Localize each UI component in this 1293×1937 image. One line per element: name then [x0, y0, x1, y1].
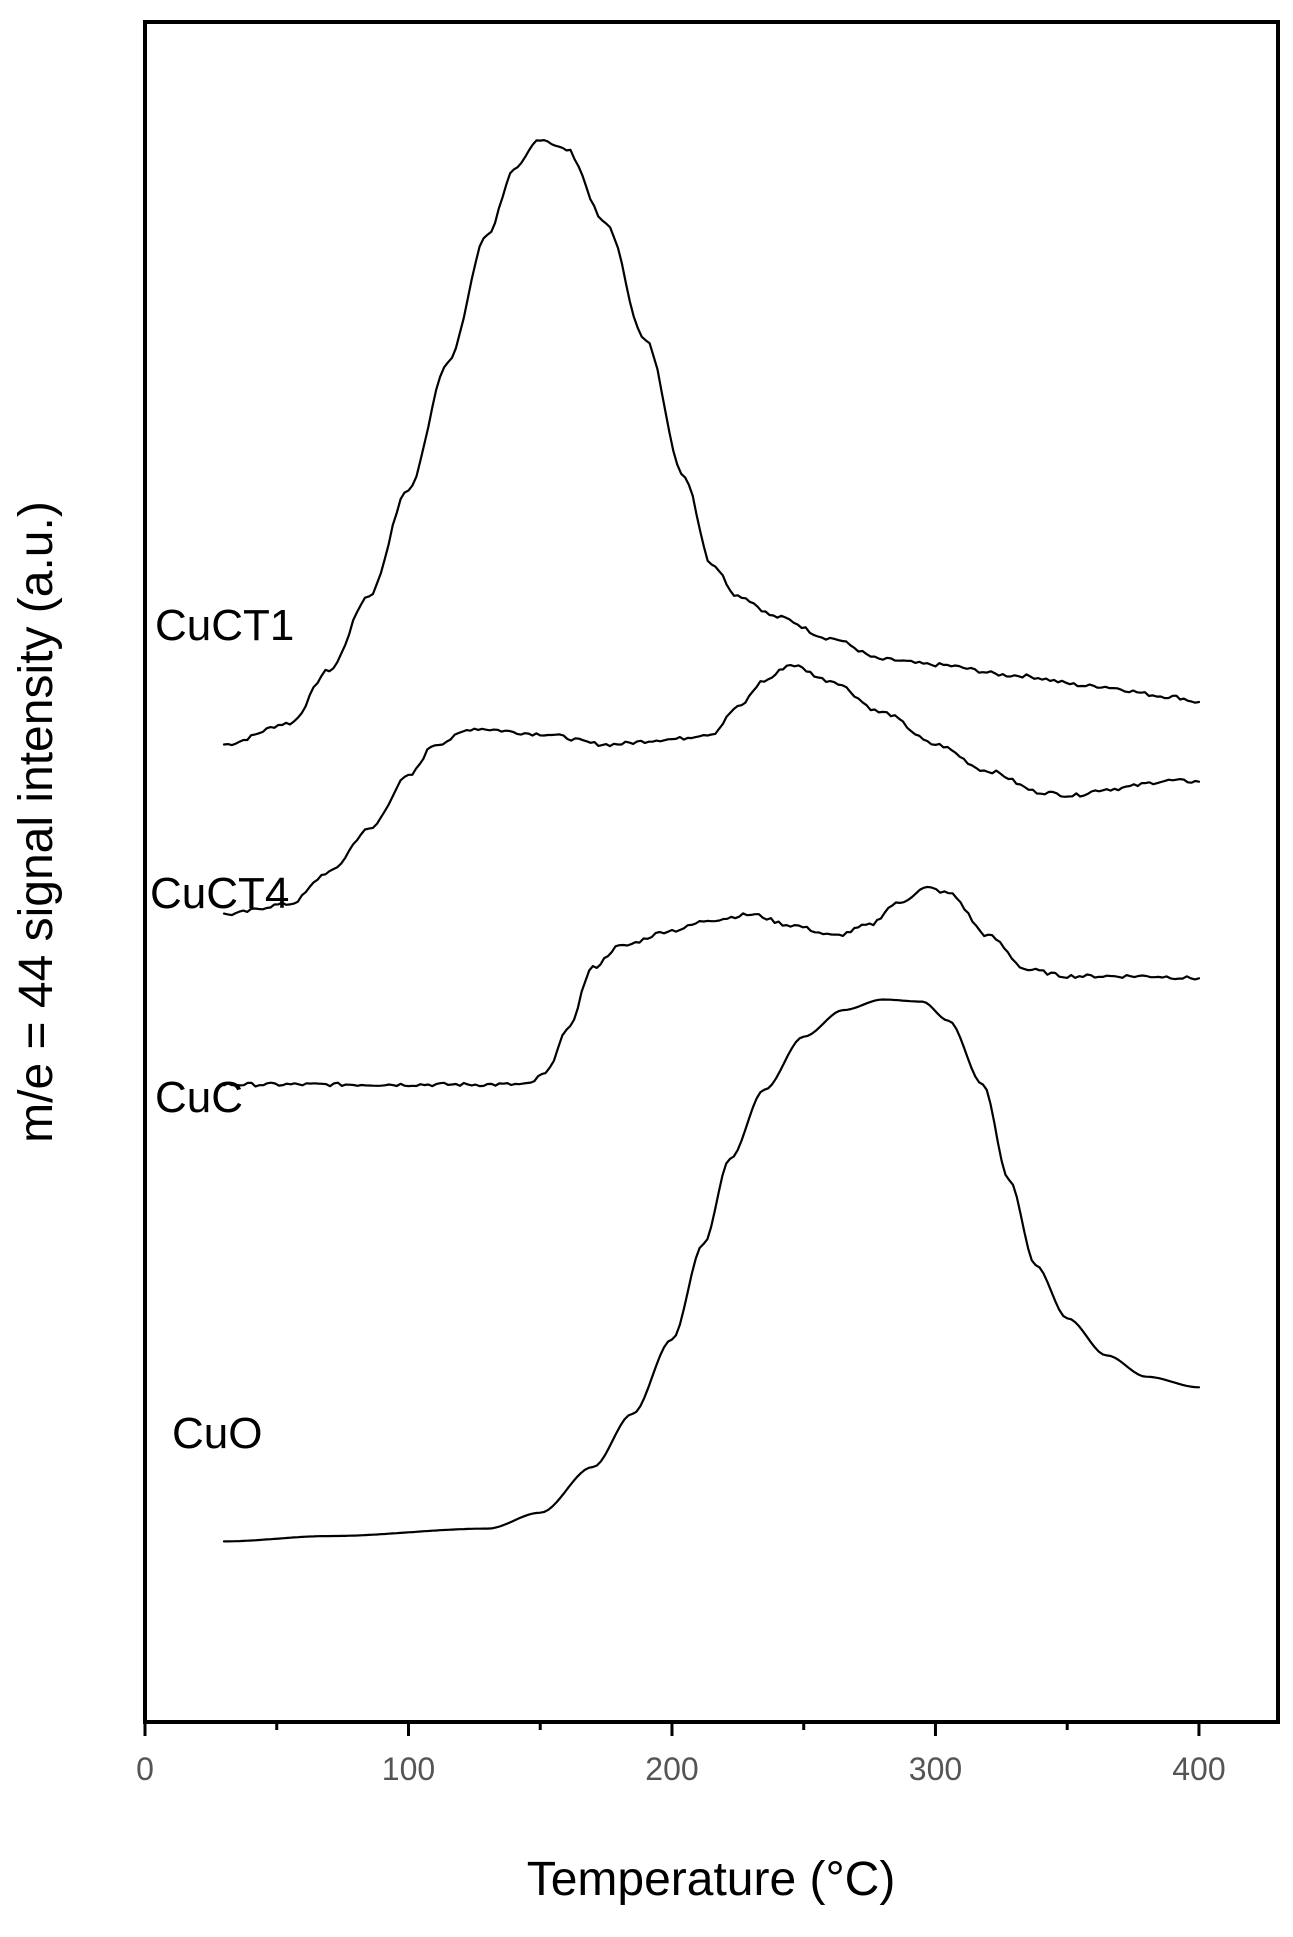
x-tick-label-100: 100: [382, 1751, 435, 1787]
series-label-cuo: CuO: [172, 1409, 262, 1458]
x-axis-ticks: [143, 1722, 1201, 1736]
series-label-cuct1: CuCT1: [155, 601, 294, 650]
x-tick-label-0: 0: [136, 1751, 154, 1787]
series-line-cuct4: [222, 664, 1201, 917]
series-line-cuo: [222, 998, 1201, 1543]
plot-frame: [143, 20, 1280, 1724]
x-tick-label-200: 200: [645, 1751, 698, 1787]
series-line-cuc: [222, 885, 1201, 1088]
series-labels: CuCT1 CuCT4 CuC CuO: [150, 601, 294, 1458]
series-label-cuc: CuC: [155, 1073, 243, 1122]
x-axis-title: Temperature (°C): [527, 1853, 896, 1906]
series-label-cuct4: CuCT4: [150, 869, 289, 918]
y-axis-title: m/e = 44 signal intensity (a.u.): [10, 501, 63, 1143]
x-axis-tick-labels: 0 100 200 300 400: [136, 1751, 1226, 1787]
series-line-cuct1: [222, 139, 1201, 747]
x-tick-label-400: 400: [1172, 1751, 1225, 1787]
series-curves: [222, 139, 1201, 1543]
x-tick-label-300: 300: [909, 1751, 962, 1787]
